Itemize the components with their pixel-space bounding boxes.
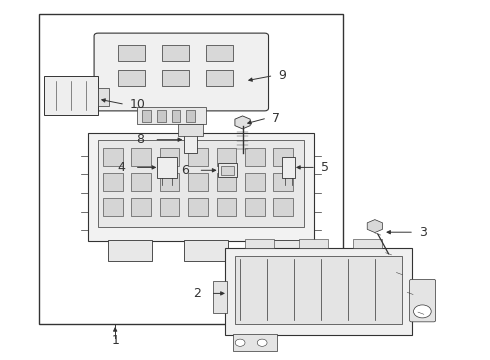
Text: 9: 9	[278, 69, 286, 82]
Bar	[217, 198, 236, 216]
Bar	[299, 239, 328, 248]
Bar	[206, 45, 233, 61]
Bar	[103, 173, 122, 191]
Text: 6: 6	[181, 164, 189, 177]
Text: 3: 3	[419, 226, 427, 239]
Bar	[225, 248, 412, 335]
Bar	[260, 240, 304, 261]
Bar	[172, 110, 180, 122]
Bar	[142, 110, 151, 122]
Bar	[131, 198, 151, 216]
Circle shape	[414, 305, 431, 318]
Bar	[103, 198, 122, 216]
Bar	[188, 173, 208, 191]
Bar	[273, 198, 293, 216]
Bar	[245, 198, 265, 216]
Text: 1: 1	[111, 334, 119, 347]
Bar	[44, 76, 98, 115]
Bar	[188, 148, 208, 166]
Bar	[184, 240, 228, 261]
Bar	[221, 166, 234, 175]
Bar	[273, 148, 293, 166]
Bar	[178, 124, 203, 136]
Bar	[137, 107, 206, 124]
Circle shape	[235, 339, 245, 346]
FancyBboxPatch shape	[410, 279, 436, 322]
Bar	[233, 334, 277, 351]
Bar	[217, 173, 236, 191]
Bar	[162, 45, 189, 61]
Text: 4: 4	[117, 161, 125, 174]
Bar	[245, 173, 265, 191]
Bar	[245, 148, 265, 166]
Bar	[184, 127, 197, 153]
Bar	[160, 198, 179, 216]
Bar	[157, 110, 166, 122]
Bar	[88, 133, 314, 241]
Bar	[186, 110, 195, 122]
Bar	[103, 148, 122, 166]
Bar	[245, 239, 274, 248]
Bar	[218, 163, 237, 177]
Bar	[235, 256, 402, 324]
Text: 8: 8	[137, 133, 145, 146]
Circle shape	[257, 339, 267, 346]
Bar	[213, 281, 227, 313]
Bar	[157, 157, 177, 178]
Bar	[206, 70, 233, 86]
Text: 7: 7	[272, 112, 280, 125]
Bar	[98, 140, 304, 227]
Bar	[188, 198, 208, 216]
Bar	[39, 14, 343, 324]
Bar	[160, 148, 179, 166]
Bar	[160, 173, 179, 191]
Bar	[162, 70, 189, 86]
Bar	[282, 157, 295, 178]
Bar	[273, 173, 293, 191]
Bar	[353, 239, 382, 248]
Bar	[98, 88, 109, 106]
Bar	[108, 240, 152, 261]
Text: 5: 5	[321, 161, 329, 174]
Bar	[217, 148, 236, 166]
Bar	[118, 45, 145, 61]
FancyBboxPatch shape	[94, 33, 269, 111]
Text: 10: 10	[130, 98, 146, 111]
Bar	[131, 173, 151, 191]
Bar	[131, 148, 151, 166]
Text: 2: 2	[193, 287, 201, 300]
Bar	[118, 70, 145, 86]
